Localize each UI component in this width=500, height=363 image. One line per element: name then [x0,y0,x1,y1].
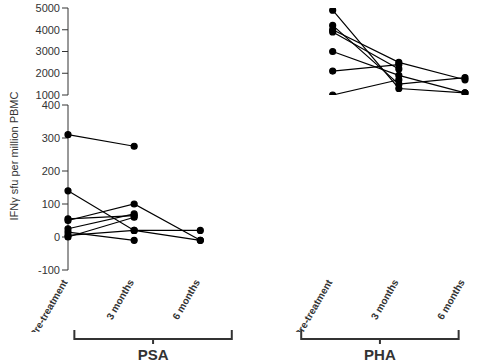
svg-text:5000: 5000 [36,2,60,14]
svg-text:PSA: PSA [138,346,169,363]
svg-text:Pre-treatment: Pre-treatment [28,277,70,332]
svg-text:3000: 3000 [36,45,60,57]
svg-text:-100: -100 [38,264,60,276]
svg-text:200: 200 [42,165,60,177]
svg-text:6 months: 6 months [170,277,202,321]
svg-text:3 months: 3 months [104,277,136,321]
svg-text:100: 100 [42,198,60,210]
html-text:IFNγ sfu per million PBMC: IFNγ sfu per million PBMC [8,91,20,221]
svg-text:1000: 1000 [36,89,60,100]
svg-text:300: 300 [42,132,60,144]
svg-text:2000: 2000 [36,67,60,79]
svg-text:0: 0 [54,231,60,243]
svg-text:3 months: 3 months [369,277,401,321]
svg-text:400: 400 [42,100,60,111]
svg-text:6 months: 6 months [435,277,467,321]
svg-text:Pre-treatment: Pre-treatment [292,277,334,332]
svg-text:PHA: PHA [364,346,396,363]
svg-text:4000: 4000 [36,24,60,36]
